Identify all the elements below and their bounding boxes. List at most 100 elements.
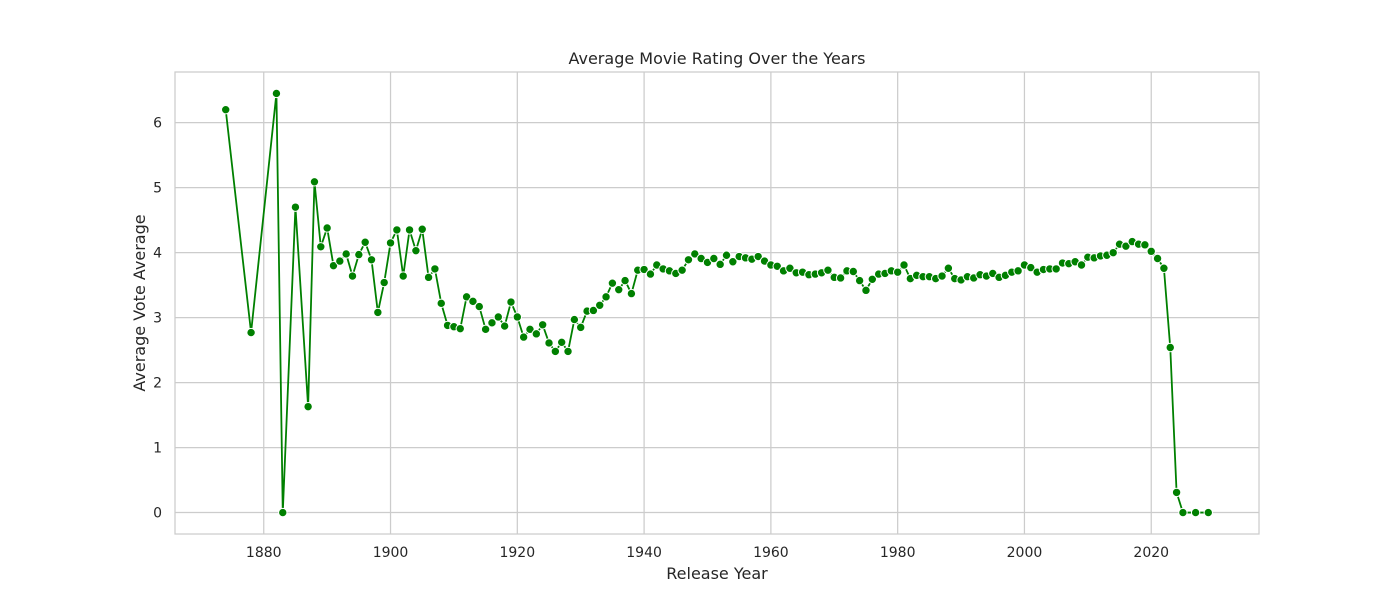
data-point <box>569 314 580 325</box>
data-point <box>385 238 396 248</box>
data-point <box>398 271 408 281</box>
y-tick-label: 6 <box>153 116 162 132</box>
data-point <box>753 251 763 262</box>
data-point <box>1203 507 1213 518</box>
data-point <box>271 88 282 99</box>
data-point <box>1159 263 1169 273</box>
data-point <box>867 274 878 284</box>
data-point <box>525 324 535 335</box>
data-point <box>620 275 630 286</box>
data-point <box>1146 246 1156 257</box>
data-point <box>892 267 903 277</box>
plot-frame <box>174 71 1260 535</box>
data-point <box>1051 264 1061 274</box>
data-point <box>835 273 846 283</box>
data-point <box>404 225 415 235</box>
data-point <box>436 298 446 309</box>
data-point <box>595 300 605 310</box>
data-point <box>379 277 389 288</box>
data-point <box>677 265 687 275</box>
data-point <box>474 301 484 312</box>
data-point <box>487 318 497 328</box>
y-axis-label: Average Vote Average <box>130 214 149 391</box>
data-point <box>614 284 624 295</box>
data-point <box>563 346 573 357</box>
data-point <box>366 255 377 265</box>
y-tick-label: 4 <box>153 246 162 262</box>
x-tick-label: 1900 <box>373 545 409 561</box>
data-point <box>518 332 529 342</box>
data-point <box>728 257 738 267</box>
x-axis-label: Release Year <box>666 564 768 583</box>
y-tick-label: 1 <box>153 441 162 457</box>
y-tick-label: 5 <box>153 181 162 197</box>
data-point <box>607 278 618 288</box>
data-point <box>493 312 503 322</box>
data-point <box>556 337 567 348</box>
data-point <box>1140 240 1150 250</box>
plot-background <box>175 72 1259 534</box>
data-point <box>278 507 288 518</box>
data-point <box>221 104 231 115</box>
grid-lines <box>175 72 1259 534</box>
data-point <box>1026 262 1036 273</box>
data-point <box>1076 260 1087 270</box>
chart-title: Average Movie Rating Over the Years <box>568 49 865 68</box>
x-tick-label: 1880 <box>246 545 282 561</box>
data-point <box>785 263 795 273</box>
data-point <box>639 264 649 275</box>
data-point <box>1108 247 1118 258</box>
data-point <box>360 237 370 247</box>
data-point <box>461 292 472 302</box>
data-point <box>290 202 301 212</box>
data-point <box>537 320 548 330</box>
series-layer <box>221 88 1213 518</box>
data-point <box>715 259 725 270</box>
data-point <box>499 321 510 331</box>
x-tick-label: 1940 <box>626 545 662 561</box>
data-point <box>512 312 523 322</box>
data-point <box>544 338 554 348</box>
data-point <box>1165 342 1175 353</box>
data-point <box>1190 507 1201 518</box>
data-point <box>506 297 516 307</box>
data-point <box>848 266 858 277</box>
data-point <box>899 260 909 270</box>
data-point <box>303 401 313 412</box>
data-point <box>455 323 465 334</box>
x-tick-label: 1980 <box>880 545 916 561</box>
data-point <box>417 224 427 234</box>
data-point <box>937 271 947 281</box>
data-point <box>1171 487 1182 498</box>
data-point <box>683 255 694 265</box>
y-tick-label: 0 <box>153 506 162 522</box>
data-point <box>246 327 256 338</box>
data-point <box>480 324 491 335</box>
data-point <box>335 256 345 266</box>
data-point <box>322 223 332 233</box>
data-point <box>1121 241 1131 251</box>
data-point <box>1152 253 1163 264</box>
data-point <box>1178 507 1188 518</box>
y-tick-label: 2 <box>153 376 162 392</box>
data-point <box>468 296 478 307</box>
data-point <box>854 275 865 286</box>
data-point <box>392 225 402 235</box>
data-point <box>943 263 954 273</box>
data-point <box>423 272 434 283</box>
data-point <box>328 260 339 271</box>
data-point <box>347 271 358 281</box>
data-point <box>531 329 542 339</box>
y-tick-label: 3 <box>153 311 162 327</box>
data-point <box>1013 266 1023 276</box>
data-point <box>309 177 320 187</box>
x-tick-label: 2000 <box>1007 545 1043 561</box>
data-point <box>341 249 351 259</box>
data-point <box>601 292 611 302</box>
data-point <box>588 305 599 316</box>
data-point <box>861 285 871 296</box>
data-point <box>430 264 440 274</box>
data-point <box>354 249 364 260</box>
